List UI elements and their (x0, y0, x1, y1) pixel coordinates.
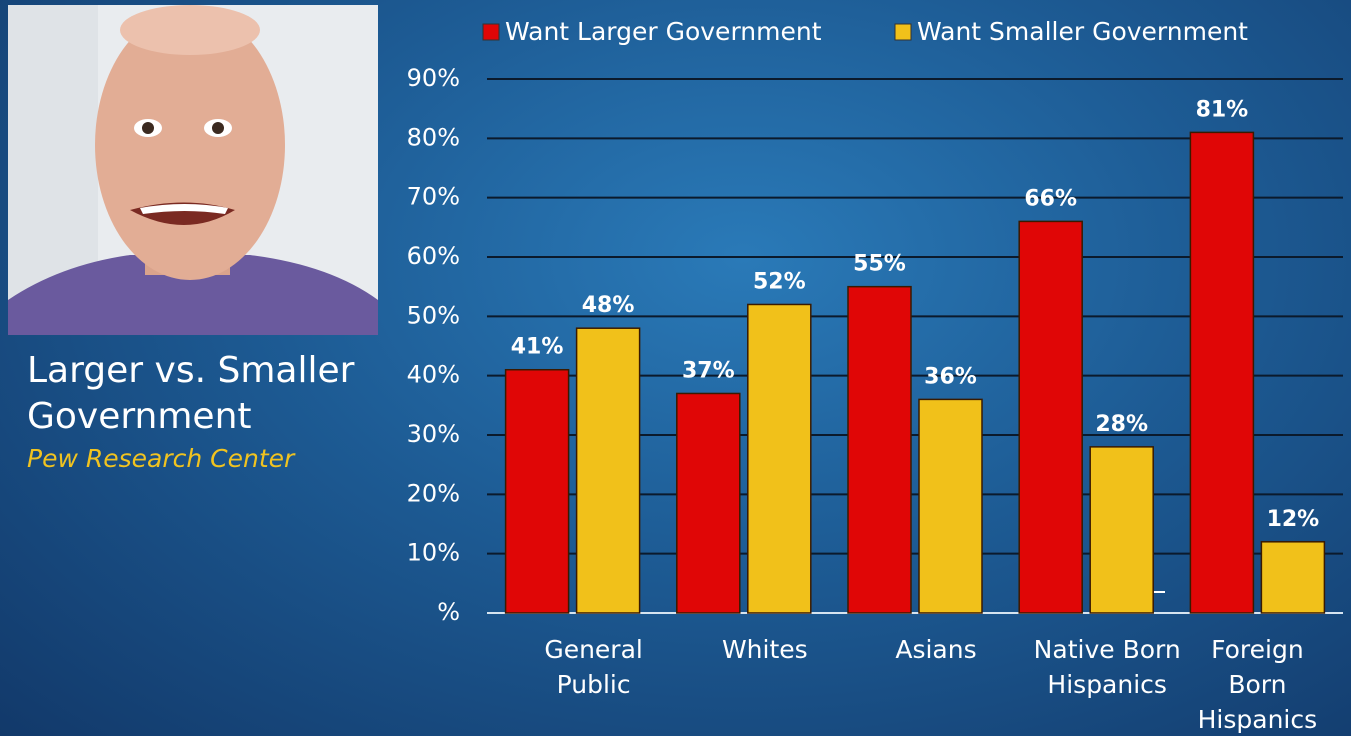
y-tick-label: 20% (407, 479, 460, 507)
bar (747, 303, 812, 614)
bar (575, 327, 641, 614)
chart-title: Larger vs. Smaller Government (27, 350, 355, 437)
y-tick-label: 50% (407, 301, 460, 329)
x-tick-label: General Public (544, 635, 643, 699)
y-tick-label: 90% (407, 64, 460, 92)
value-label: 66% (1024, 186, 1077, 211)
x-tick-label: Whites (721, 635, 808, 664)
value-label: 37% (682, 358, 735, 383)
legend-swatch (482, 23, 500, 41)
bar (504, 368, 570, 614)
value-label: 52% (753, 269, 806, 294)
value-label: 36% (924, 364, 977, 389)
legend-label: Want Larger Government (505, 17, 822, 46)
value-label: 12% (1267, 507, 1320, 532)
x-tick-label: Asians (895, 635, 977, 664)
y-tick-label: % (437, 598, 460, 626)
x-tick-label: Foreign Born Hispanics (1197, 635, 1318, 734)
presenter-photo (8, 5, 378, 335)
legend-label: Want Smaller Government (917, 17, 1248, 46)
value-label: 48% (582, 293, 635, 318)
bar (1018, 220, 1083, 614)
y-tick-label: 10% (407, 539, 460, 567)
value-label: 81% (1196, 97, 1249, 122)
bar (676, 392, 741, 614)
bar (847, 285, 912, 614)
value-label: 55% (853, 252, 906, 277)
x-tick-label: Native Born Hispanics (1033, 635, 1181, 699)
chart-subtitle: Pew Research Center (27, 444, 295, 473)
y-tick-label: 70% (407, 183, 460, 211)
value-label: 41% (511, 335, 564, 360)
bar (1260, 541, 1326, 614)
value-label: 28% (1095, 412, 1148, 437)
y-tick-label: 60% (407, 242, 460, 270)
bar (918, 398, 983, 614)
y-tick-label: 80% (407, 123, 460, 151)
y-tick-label: 30% (407, 420, 460, 448)
bar (1089, 446, 1154, 614)
legend-swatch (894, 23, 912, 41)
y-tick-label: 40% (407, 361, 460, 389)
bar (1189, 131, 1255, 614)
